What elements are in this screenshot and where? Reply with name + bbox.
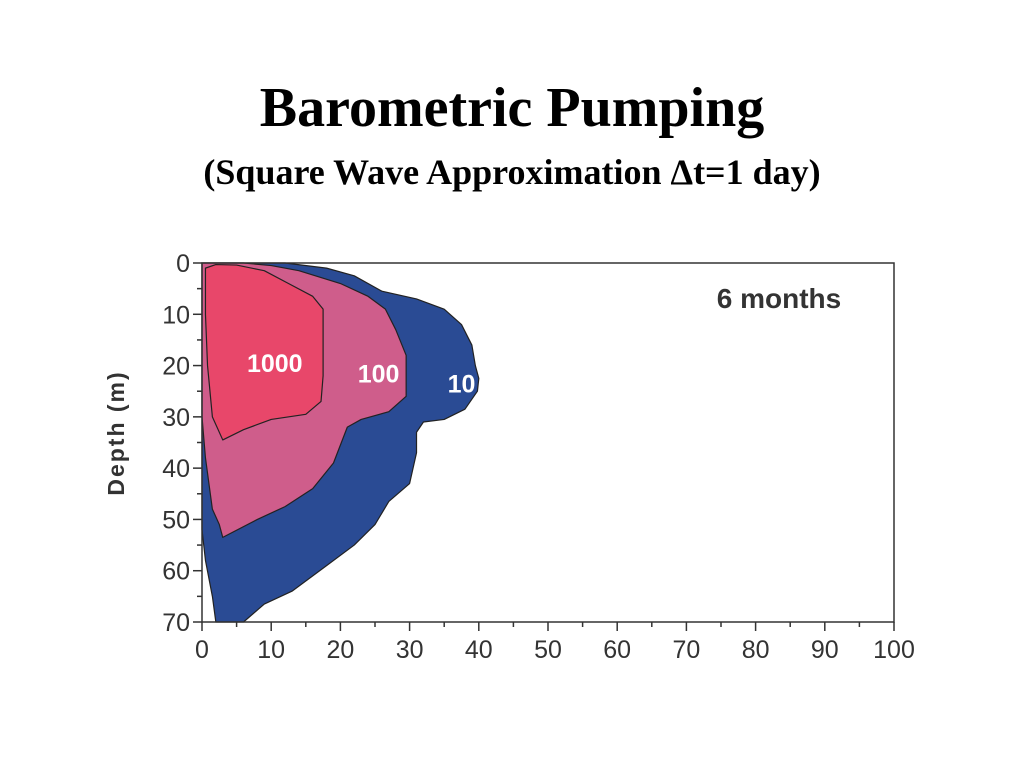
x-tick-label: 10 (257, 636, 285, 664)
x-tick-label: 70 (672, 636, 700, 664)
slide-title: Barometric Pumping (259, 77, 765, 139)
time-annotation: 6 months (717, 283, 841, 314)
y-tick-label: 10 (162, 301, 190, 329)
contour-label-1000: 1000 (247, 350, 303, 378)
y-tick-label: 50 (162, 506, 190, 534)
y-axis-title: Depth (m) (103, 370, 129, 495)
y-axis: 0 10 20 30 40 50 60 70 (162, 250, 202, 637)
y-tick-label: 30 (162, 404, 190, 432)
contour-layer (201, 262, 480, 623)
x-tick-label: 80 (742, 636, 770, 664)
y-tick-label: 40 (162, 455, 190, 483)
y-tick-label: 20 (162, 353, 190, 381)
contour-labels: 10 100 1000 (247, 350, 475, 399)
y-tick-label: 0 (176, 250, 190, 278)
x-tick-label: 60 (603, 636, 631, 664)
x-tick-label: 100 (873, 636, 915, 664)
x-tick-label: 90 (811, 636, 839, 664)
x-tick-label: 0 (195, 636, 209, 664)
contour-label-100: 100 (358, 360, 400, 388)
x-tick-label: 50 (534, 636, 562, 664)
slide-subtitle: (Square Wave Approximation Δt=1 day) (203, 152, 821, 192)
x-tick-label: 20 (326, 636, 354, 664)
x-axis: 0 10 20 30 40 50 60 70 80 90 100 (195, 622, 915, 664)
contour-region-1000 (204, 263, 324, 441)
contour-label-10: 10 (448, 371, 476, 399)
x-tick-label: 30 (396, 636, 424, 664)
x-tick-label: 40 (465, 636, 493, 664)
y-tick-label: 60 (162, 558, 190, 586)
y-tick-label: 70 (162, 609, 190, 637)
